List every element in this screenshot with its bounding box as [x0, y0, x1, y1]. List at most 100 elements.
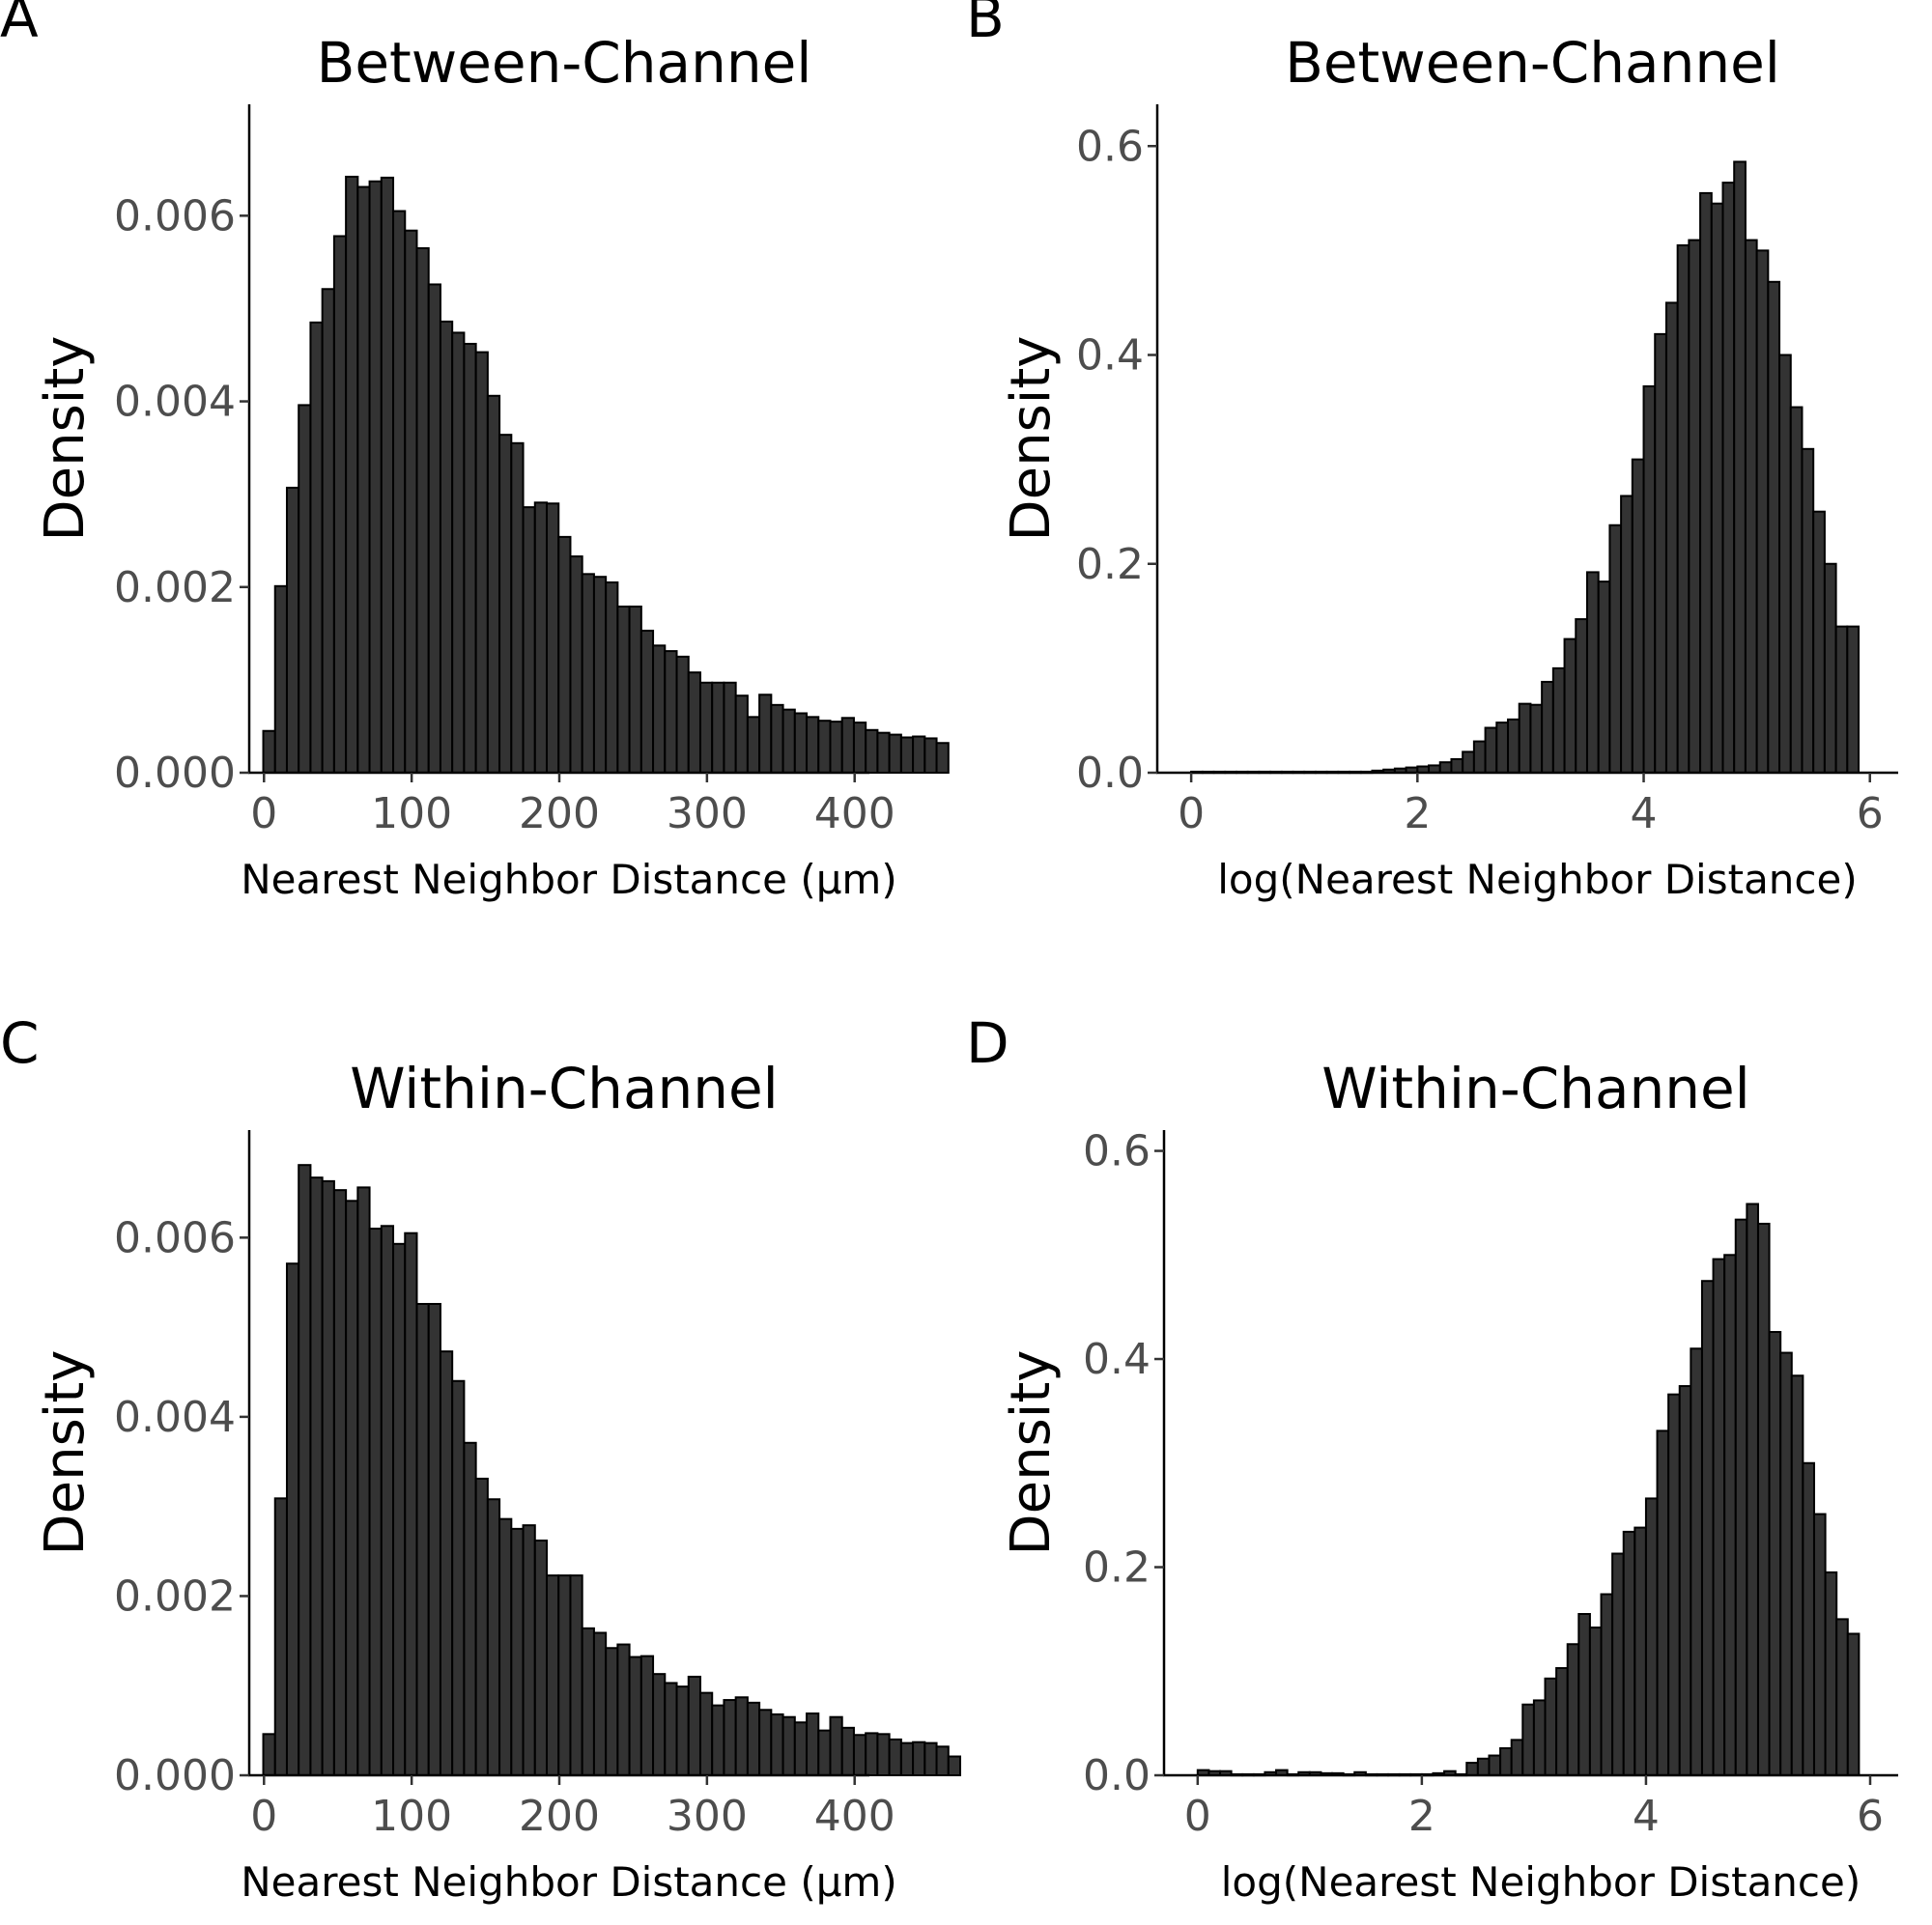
chart-title: Between-Channel [317, 30, 812, 96]
histogram-bar [1823, 562, 1837, 774]
histogram-bar [546, 1574, 560, 1777]
histogram-bar [711, 681, 725, 774]
histogram-bar [698, 1691, 714, 1776]
panel-a: A Between-Channel 0.000 0.002 0.004 0.006 0 100… [0, 0, 950, 903]
panel-c: C Within-Channel 0.000 0.002 0.004 0.006 0 100 2… [0, 1010, 962, 1906]
histogram-bar [781, 708, 796, 775]
histogram-bar [1507, 718, 1520, 775]
x-tick-label: 6 [1857, 789, 1884, 838]
histogram-bar [687, 1675, 701, 1777]
chart-title: Within-Channel [350, 1056, 779, 1121]
x-tick-label: 4 [1631, 789, 1658, 838]
histogram-bar [923, 737, 938, 775]
histogram-bar [285, 486, 300, 774]
histogram-bar [1690, 1347, 1703, 1776]
histogram-bar [415, 246, 430, 774]
histogram-bar [639, 1655, 655, 1777]
histogram-bar [404, 1231, 418, 1776]
histogram-bar [829, 721, 843, 775]
panel-b: B Between-Channel 0.0 0.2 0.4 0.6 0 2 4 6 log(Near… [966, 0, 1898, 903]
x-tick-label: 0 [1178, 789, 1205, 838]
histogram-bar [840, 717, 855, 774]
histogram-bar [1801, 447, 1815, 774]
histogram-bar [1678, 1385, 1692, 1776]
histogram-bar [273, 1497, 288, 1776]
histogram-bar [652, 644, 667, 774]
histogram-bar [1721, 182, 1736, 774]
y-tick-label: 0.2 [1076, 540, 1144, 589]
histogram-bars [1196, 1203, 1861, 1777]
histogram-bar [947, 1755, 962, 1777]
histogram-bar [1597, 580, 1611, 774]
histogram-bar [533, 501, 549, 774]
histogram-bar [711, 1704, 725, 1776]
histogram-bar [734, 694, 749, 775]
histogram-bar [829, 1715, 843, 1777]
histogram-bar [356, 1186, 371, 1776]
histogram-bar [876, 731, 891, 775]
histogram-bar [806, 716, 820, 774]
histogram-bar [298, 1164, 312, 1776]
histogram-bar [1521, 1703, 1535, 1776]
histogram-bar [923, 1741, 938, 1776]
histogram-bar [498, 1517, 513, 1776]
x-tick-label: 0 [250, 1792, 277, 1841]
y-tick-label: 0.000 [114, 1751, 236, 1800]
histogram-bar [392, 210, 407, 774]
histogram-bar [723, 681, 737, 774]
histogram-bar [1600, 1593, 1614, 1777]
histogram-bar [1812, 510, 1826, 774]
histogram-bar [309, 1176, 324, 1776]
panel-letter: D [966, 1010, 1009, 1076]
histogram-bar [285, 1262, 300, 1776]
histogram-bar [817, 720, 832, 775]
y-tick-label: 0.0 [1083, 1751, 1151, 1800]
histogram-bar [1688, 239, 1702, 774]
histogram-bar [806, 1712, 820, 1776]
histogram-bar [1723, 1254, 1737, 1776]
histogram-bar [1746, 1203, 1759, 1777]
histogram-bar [1779, 1351, 1793, 1776]
histogram-bar [899, 736, 915, 775]
histogram-bar [723, 1699, 737, 1776]
histogram-bar [368, 180, 383, 774]
histogram-bar [1499, 1746, 1513, 1776]
x-tick-label: 300 [667, 1792, 748, 1841]
histogram-bar [664, 1682, 678, 1776]
panel-d: D Within-Channel 0.0 0.2 0.4 0.6 0 2 4 6 log(Neare… [966, 1010, 1898, 1906]
y-tick-label: 0.4 [1076, 331, 1144, 381]
histogram-bar [1495, 722, 1510, 774]
histogram-bar [912, 1741, 926, 1777]
histogram-bar [605, 1647, 619, 1777]
histogram-bar [912, 735, 926, 774]
histogram-bar [935, 742, 950, 775]
histogram-bar [392, 1242, 407, 1776]
histogram-bars [1190, 160, 1861, 775]
histogram-bar [533, 1539, 549, 1777]
histogram-bar [498, 434, 513, 774]
y-tick-label: 0.6 [1083, 1127, 1151, 1176]
histogram-bar [1767, 280, 1781, 774]
histogram-bar [1438, 761, 1453, 774]
histogram-bar [1644, 1497, 1659, 1777]
y-tick-label: 0.0 [1076, 749, 1144, 798]
histogram-bar [1611, 1552, 1625, 1776]
histogram-bar [888, 1738, 902, 1777]
histogram-bar [522, 1524, 536, 1777]
histogram-bar [486, 1498, 501, 1776]
histogram-bar [840, 1726, 855, 1776]
histogram-bar [1488, 1754, 1502, 1777]
histogram-bar [451, 331, 466, 774]
histogram-bar [1802, 1461, 1815, 1776]
histogram-bar [332, 235, 348, 774]
histogram-bar [309, 321, 324, 774]
histogram-bar [510, 441, 525, 774]
histogram-bar [1575, 618, 1588, 775]
histogram-bar [1824, 1571, 1838, 1776]
x-tick-label: 6 [1857, 1792, 1884, 1841]
x-tick-label: 0 [250, 789, 277, 838]
y-axis-title: Density [1000, 1350, 1063, 1556]
histogram-bar [368, 1228, 383, 1776]
histogram-bar [1835, 1618, 1849, 1776]
